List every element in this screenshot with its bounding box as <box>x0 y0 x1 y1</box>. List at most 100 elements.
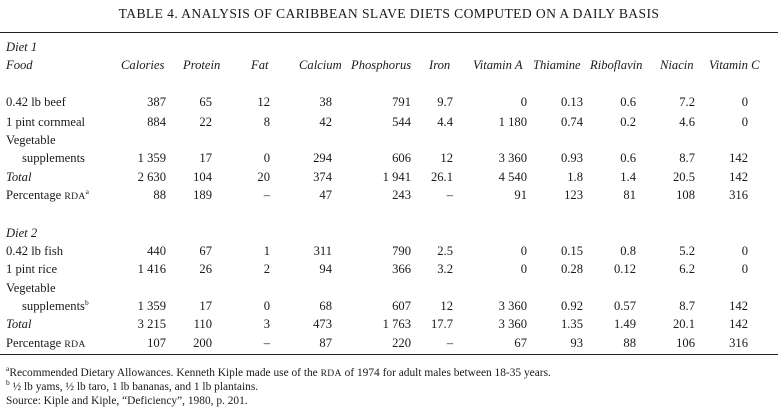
table-cell: 12 <box>257 95 270 109</box>
table-cell: 26.1 <box>430 170 453 184</box>
table-cell: 67 <box>199 244 212 258</box>
table-cell: 88 <box>623 336 636 350</box>
table-cell: 3 215 <box>137 317 166 331</box>
table-cell: 374 <box>313 170 332 184</box>
table-cell: 7.2 <box>679 95 695 109</box>
table-cell: 294 <box>313 151 332 165</box>
column-header: Phosphorus <box>351 58 412 72</box>
table-cell: 2.5 <box>437 244 453 258</box>
table-cell: 0 <box>741 95 748 109</box>
table-cell: – <box>446 188 453 202</box>
table-cell: 4.6 <box>679 115 695 129</box>
table-cell: 104 <box>193 170 212 184</box>
table-cell: 2 <box>263 262 270 276</box>
table-cell: 884 <box>147 115 166 129</box>
table-cell: 473 <box>313 317 332 331</box>
table-cell: 387 <box>147 95 166 109</box>
footnote-b: b ½ lb yams, ½ lb taro, 1 lb bananas, an… <box>6 378 259 393</box>
table-cell: 791 <box>392 95 411 109</box>
table-cell: 311 <box>313 244 332 258</box>
table-cell: 0 <box>520 262 527 276</box>
column-header: Vitamin A <box>473 58 523 72</box>
diet-label: Diet 2 <box>6 226 38 240</box>
table-cell: 22 <box>199 115 212 129</box>
footnote-a: aRecommended Dietary Allowances. Kenneth… <box>6 364 551 379</box>
table-cell: 1.8 <box>567 170 583 184</box>
table-cell: 0.92 <box>560 299 583 313</box>
top-rule <box>0 32 778 33</box>
table-cell: 316 <box>729 188 748 202</box>
table-cell: 0 <box>741 115 748 129</box>
table-cell: 1 <box>263 244 270 258</box>
table-cell: 106 <box>676 336 695 350</box>
table-cell: 108 <box>676 188 695 202</box>
table-cell: 200 <box>193 336 212 350</box>
table-cell: 3 360 <box>498 317 527 331</box>
table-cell: 12 <box>440 151 453 165</box>
footnote-source: Source: Kiple and Kiple, “Deficiency”, 1… <box>6 395 248 407</box>
table-cell: 0 <box>520 244 527 258</box>
table-cell: 93 <box>570 336 583 350</box>
table-cell: 17.7 <box>430 317 453 331</box>
table-cell: 0.57 <box>613 299 636 313</box>
row-label: Total <box>6 317 32 331</box>
table-cell: 0.13 <box>560 95 583 109</box>
table-cell: 88 <box>153 188 166 202</box>
row-label: 0.42 lb fish <box>6 244 64 258</box>
table-cell: 9.7 <box>437 95 453 109</box>
row-label: 1 pint rice <box>6 262 58 276</box>
table-cell: 0.8 <box>620 244 636 258</box>
table-cell: 26 <box>199 262 212 276</box>
rda-label: RDA <box>64 339 86 350</box>
table-cell: 606 <box>392 151 411 165</box>
table-cell: 607 <box>392 299 411 313</box>
diet-label: Diet 1 <box>6 40 38 54</box>
table-cell: 3.2 <box>437 262 453 276</box>
row-label: 0.42 lb beef <box>6 95 66 109</box>
column-header: Riboflavin <box>590 58 643 72</box>
row-label: supplementsb <box>22 297 89 313</box>
table-cell: 1 359 <box>137 299 166 313</box>
column-header: Calories <box>121 58 165 72</box>
row-label: Vegetable <box>6 133 56 147</box>
table-cell: 0 <box>741 262 748 276</box>
table-cell: 0.2 <box>620 115 636 129</box>
table-cell: 1.4 <box>620 170 636 184</box>
table-cell: 5.2 <box>679 244 695 258</box>
table-title: TABLE 4. ANALYSIS OF CARIBBEAN SLAVE DIE… <box>118 6 660 21</box>
row-label: 1 pint cornmeal <box>6 115 86 129</box>
table-cell: 142 <box>729 170 748 184</box>
column-header: Iron <box>429 58 451 72</box>
table-cell: 17 <box>199 151 212 165</box>
footnote-a-marker: a <box>6 364 10 374</box>
footnote-marker: a <box>85 186 89 196</box>
table-cell: 220 <box>392 336 411 350</box>
row-label: Vegetable <box>6 281 56 295</box>
column-header: Vitamin C <box>709 58 760 72</box>
table-cell: 0.74 <box>560 115 583 129</box>
table-cell: 1 763 <box>382 317 411 331</box>
table-cell: 1.35 <box>560 317 583 331</box>
table-cell: 142 <box>729 151 748 165</box>
table-cell: 20.5 <box>672 170 695 184</box>
table-cell: 107 <box>147 336 166 350</box>
column-header: Thiamine <box>533 58 581 72</box>
table-cell: 3 360 <box>498 151 527 165</box>
table-cell: 544 <box>392 115 411 129</box>
table-cell: 65 <box>199 95 212 109</box>
table-cell: 38 <box>319 95 332 109</box>
footnote-marker: b <box>84 297 89 307</box>
column-header: Protein <box>183 58 221 72</box>
column-header: Fat <box>251 58 269 72</box>
table-cell: 0.12 <box>613 262 636 276</box>
table-cell: 12 <box>440 299 453 313</box>
table-cell: 94 <box>319 262 332 276</box>
table-cell: 366 <box>392 262 411 276</box>
table-cell: 87 <box>319 336 332 350</box>
table-cell: 81 <box>623 188 636 202</box>
table-cell: 0.15 <box>560 244 583 258</box>
table-cell: 0.93 <box>560 151 583 165</box>
table-cell: 4.4 <box>437 115 453 129</box>
table-cell: – <box>263 188 270 202</box>
column-header: Calcium <box>299 58 342 72</box>
